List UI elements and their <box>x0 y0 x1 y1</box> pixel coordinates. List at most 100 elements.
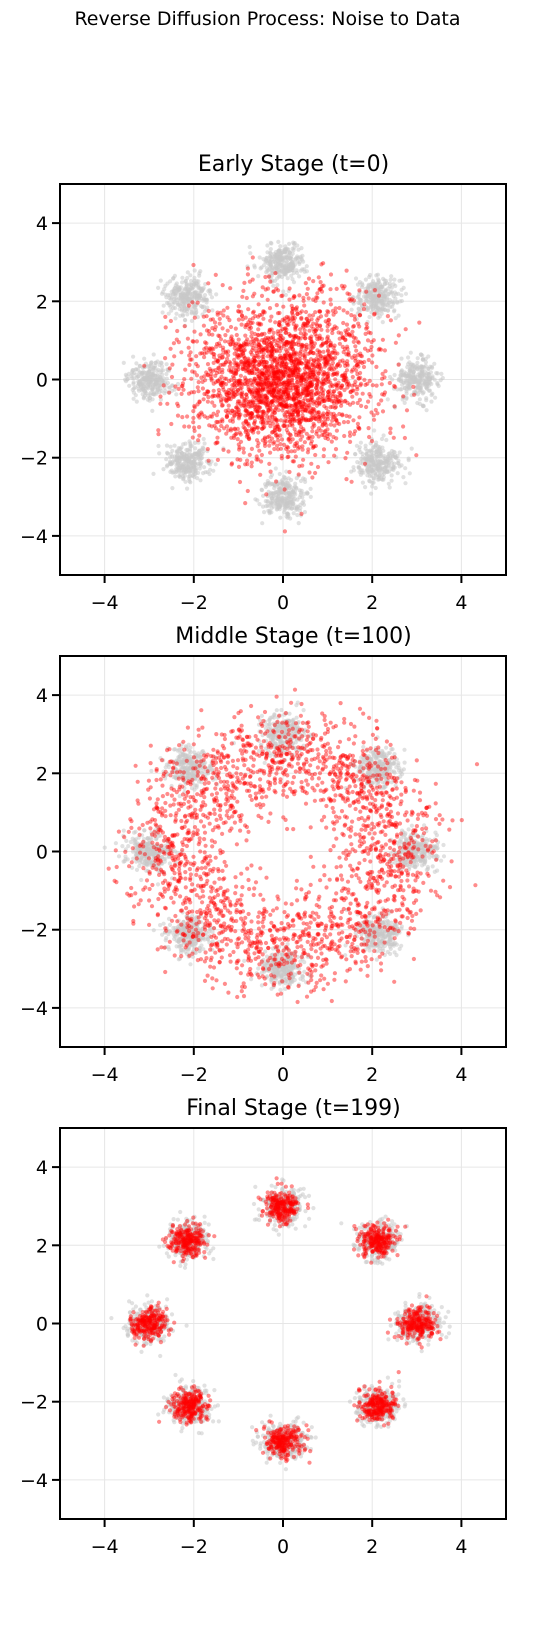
sample-point <box>297 420 303 425</box>
sample-point <box>304 365 309 370</box>
sample-point <box>309 392 314 397</box>
sample-point <box>276 395 281 400</box>
target-point <box>291 511 296 516</box>
target-point <box>363 446 368 451</box>
sample-point <box>328 366 333 371</box>
sample-point <box>250 364 255 369</box>
sample-point <box>315 318 320 323</box>
sample-point <box>305 286 310 291</box>
sample-point <box>277 361 282 366</box>
target-point <box>406 827 411 832</box>
sample-point <box>243 398 248 403</box>
sample-point <box>252 366 257 372</box>
target-point <box>260 504 266 509</box>
sample-point <box>214 341 220 347</box>
target-point <box>256 274 261 279</box>
sample-point <box>248 377 253 383</box>
sample-point <box>261 420 266 425</box>
sample-point <box>346 352 351 357</box>
sample-point <box>232 433 237 438</box>
sample-point <box>266 388 271 393</box>
sample-point <box>266 385 271 390</box>
sample-point <box>226 428 231 433</box>
sample-point <box>246 359 251 364</box>
sample-point <box>256 333 261 338</box>
target-point <box>397 450 402 455</box>
target-point <box>366 290 371 295</box>
sample-point <box>308 406 313 411</box>
sample-point <box>297 431 302 436</box>
sample-point <box>246 361 251 366</box>
sample-point <box>315 352 320 357</box>
sample-point <box>375 411 380 416</box>
target-point <box>432 869 437 874</box>
sample-point <box>249 415 255 420</box>
sample-point <box>334 325 339 330</box>
sample-point <box>231 392 236 397</box>
sample-point <box>293 454 298 459</box>
sample-point <box>288 383 293 388</box>
sample-point <box>329 364 334 369</box>
sample-point <box>210 346 215 351</box>
target-point <box>298 505 303 511</box>
target-point <box>393 296 398 301</box>
sample-point <box>344 330 349 335</box>
sample-point <box>290 412 295 417</box>
sample-point <box>267 306 273 311</box>
target-point <box>409 823 414 828</box>
sample-point <box>325 414 330 419</box>
sample-point <box>225 410 230 415</box>
sample-point <box>332 423 337 428</box>
sample-point <box>335 420 340 426</box>
sample-point <box>256 388 261 393</box>
sample-point <box>257 389 263 394</box>
sample-point <box>316 362 321 367</box>
sample-point <box>256 441 261 446</box>
sample-point <box>298 349 303 354</box>
sample-point <box>198 351 203 356</box>
sample-point <box>277 310 282 316</box>
sample-point <box>352 353 357 358</box>
sample-point <box>274 343 279 348</box>
sample-point <box>192 404 197 409</box>
target-point <box>366 454 371 459</box>
sample-point <box>255 402 260 407</box>
sample-point <box>331 394 336 399</box>
sample-point <box>252 355 257 360</box>
sample-point <box>289 355 294 360</box>
target-point <box>297 261 302 266</box>
sample-point <box>182 377 187 382</box>
target-point <box>166 390 171 395</box>
sample-point <box>218 337 224 342</box>
sample-point <box>323 380 328 385</box>
sample-point <box>245 360 250 365</box>
sample-point <box>300 463 305 468</box>
sample-point <box>209 424 214 429</box>
sample-point <box>217 419 223 424</box>
sample-point <box>252 378 257 383</box>
sample-point <box>336 361 341 367</box>
sample-point <box>296 388 301 393</box>
sample-point <box>168 346 173 351</box>
target-point <box>369 464 374 469</box>
sample-point <box>212 320 218 325</box>
sample-point <box>243 341 248 346</box>
sample-point <box>334 286 339 291</box>
sample-point <box>326 338 331 343</box>
sample-point <box>270 399 275 404</box>
target-point <box>369 473 374 478</box>
sample-point <box>287 436 292 441</box>
sample-point <box>202 347 207 352</box>
sample-point <box>303 381 308 386</box>
sample-point <box>257 376 262 381</box>
sample-point <box>269 348 274 353</box>
target-point <box>205 448 210 454</box>
target-point <box>429 399 434 404</box>
sample-point <box>220 403 225 408</box>
target-point <box>275 253 280 258</box>
sample-point <box>301 427 306 432</box>
sample-point <box>246 363 251 368</box>
sample-point <box>269 348 274 354</box>
sample-point <box>278 369 283 374</box>
sample-point <box>224 414 229 420</box>
